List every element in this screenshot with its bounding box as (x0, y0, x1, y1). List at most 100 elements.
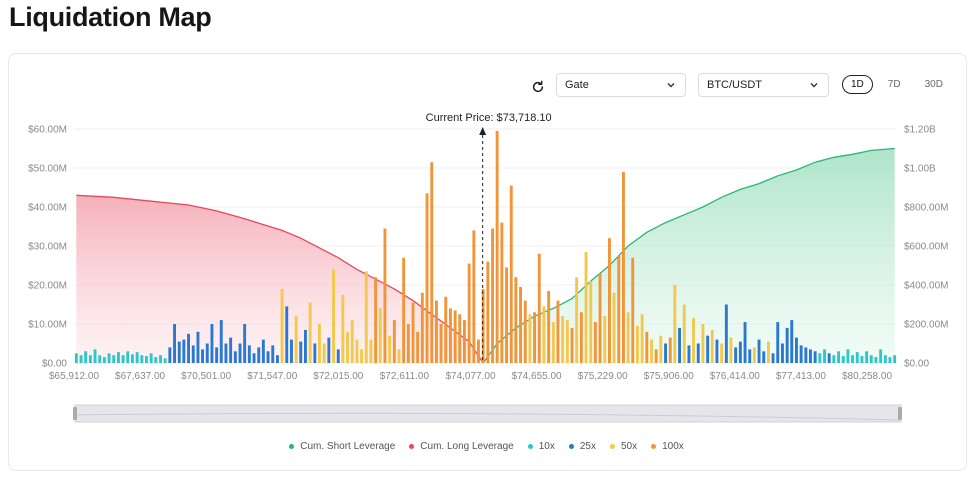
bar-50x[interactable] (701, 324, 705, 363)
bar-10x[interactable] (841, 356, 845, 363)
bar-50x[interactable] (729, 337, 733, 363)
bar-50x[interactable] (720, 343, 724, 364)
bar-25x[interactable] (687, 345, 691, 363)
bar-10x[interactable] (121, 355, 125, 363)
bar-25x[interactable] (247, 345, 251, 363)
bar-50x[interactable] (710, 329, 714, 363)
bar-100x[interactable] (593, 322, 597, 363)
bar-100x[interactable] (449, 308, 452, 363)
bar-50x[interactable] (650, 339, 653, 363)
bar-50x[interactable] (397, 349, 401, 363)
bar-50x[interactable] (752, 347, 756, 363)
bar-50x[interactable] (612, 292, 616, 363)
bar-50x[interactable] (280, 288, 284, 363)
bar-10x[interactable] (888, 357, 892, 363)
bar-100x[interactable] (453, 310, 457, 363)
bar-10x[interactable] (102, 357, 106, 363)
bar-25x[interactable] (187, 333, 190, 364)
bar-50x[interactable] (589, 281, 593, 363)
bar-100x[interactable] (598, 273, 602, 363)
exchange-select[interactable]: Gate (556, 73, 686, 97)
bar-25x[interactable] (724, 304, 728, 364)
bar-25x[interactable] (706, 335, 710, 363)
bar-50x[interactable] (346, 331, 349, 363)
bar-100x[interactable] (477, 339, 480, 363)
bar-10x[interactable] (851, 355, 854, 363)
bar-25x[interactable] (715, 339, 719, 363)
bar-100x[interactable] (500, 222, 504, 363)
bar-25x[interactable] (205, 343, 209, 364)
bar-25x[interactable] (313, 343, 317, 364)
bar-25x[interactable] (299, 341, 303, 363)
bar-50x[interactable] (565, 320, 569, 363)
bar-100x[interactable] (668, 337, 672, 363)
bar-100x[interactable] (467, 263, 471, 363)
bar-100x[interactable] (463, 320, 466, 363)
bar-100x[interactable] (645, 331, 649, 363)
bar-100x[interactable] (514, 277, 518, 363)
bar-100x[interactable] (617, 255, 621, 364)
bar-100x[interactable] (374, 277, 378, 363)
bar-25x[interactable] (336, 349, 340, 363)
bar-25x[interactable] (257, 347, 261, 363)
bar-100x[interactable] (435, 300, 438, 363)
bar-10x[interactable] (149, 353, 153, 364)
range-30d-button[interactable]: 30D (924, 79, 943, 90)
bar-100x[interactable] (608, 238, 611, 363)
bar-50x[interactable] (378, 308, 382, 363)
bar-100x[interactable] (654, 349, 658, 363)
legend-item-cum-long[interactable]: Cum. Long Leverage (409, 441, 514, 452)
bar-10x[interactable] (131, 354, 134, 363)
range-1d-button[interactable]: 1D (842, 75, 873, 94)
bar-25x[interactable] (762, 351, 766, 363)
bar-25x[interactable] (182, 339, 186, 363)
bar-10x[interactable] (159, 355, 162, 363)
bar-10x[interactable] (154, 357, 158, 363)
bar-25x[interactable] (243, 324, 247, 363)
bar-25x[interactable] (271, 345, 275, 363)
bar-100x[interactable] (481, 288, 485, 363)
bar-50x[interactable] (388, 335, 392, 363)
bar-100x[interactable] (622, 171, 625, 363)
bar-50x[interactable] (360, 349, 363, 363)
bar-100x[interactable] (420, 292, 424, 363)
bar-25x[interactable] (799, 345, 803, 363)
bar-100x[interactable] (472, 230, 476, 363)
bar-100x[interactable] (392, 320, 396, 363)
bar-100x[interactable] (570, 327, 574, 363)
bar-100x[interactable] (631, 257, 635, 363)
bar-25x[interactable] (795, 337, 798, 363)
bar-10x[interactable] (837, 351, 840, 363)
bar-50x[interactable] (332, 269, 335, 363)
bar-25x[interactable] (827, 353, 831, 364)
bar-25x[interactable] (266, 351, 270, 363)
bar-50x[interactable] (350, 320, 354, 363)
bar-50x[interactable] (584, 251, 588, 363)
bar-25x[interactable] (229, 337, 233, 363)
legend-item-25x[interactable]: 25x (568, 441, 596, 452)
range-7d-button[interactable]: 7D (887, 79, 901, 90)
bar-10x[interactable] (883, 355, 887, 363)
bar-100x[interactable] (547, 290, 551, 363)
bar-25x[interactable] (173, 324, 176, 363)
bar-25x[interactable] (219, 320, 223, 363)
bar-10x[interactable] (93, 349, 97, 363)
bar-50x[interactable] (542, 306, 546, 363)
bar-10x[interactable] (855, 352, 859, 363)
bar-10x[interactable] (98, 355, 102, 363)
bar-50x[interactable] (561, 316, 565, 363)
bar-100x[interactable] (491, 228, 494, 364)
bar-10x[interactable] (145, 356, 148, 363)
bar-25x[interactable] (252, 353, 256, 364)
bar-25x[interactable] (261, 339, 265, 363)
bar-50x[interactable] (355, 339, 359, 363)
bar-25x[interactable] (785, 327, 789, 363)
pair-select[interactable]: BTC/USDT (698, 73, 829, 97)
bar-50x[interactable] (673, 285, 677, 363)
bar-25x[interactable] (776, 322, 780, 363)
bar-25x[interactable] (738, 341, 742, 363)
bar-10x[interactable] (860, 356, 864, 363)
bar-25x[interactable] (743, 322, 747, 363)
bar-10x[interactable] (832, 355, 836, 363)
bar-10x[interactable] (88, 355, 92, 363)
